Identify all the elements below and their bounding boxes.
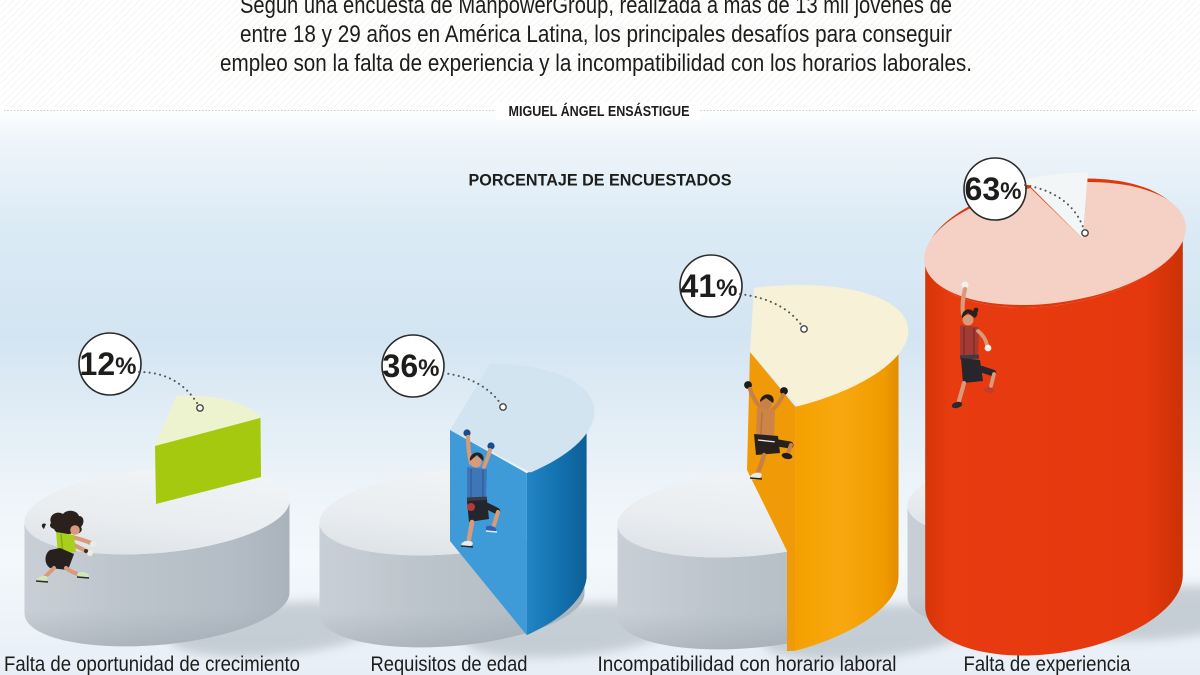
svg-text:Incompatibilidad con horario l: Incompatibilidad con horario laboral [598,653,897,675]
svg-text:Requisitos de edad: Requisitos de edad [371,653,528,675]
svg-text:Falta de experiencia: Falta de experiencia [964,653,1131,675]
svg-text:PORCENTAJE DE ENCUESTADOS: PORCENTAJE DE ENCUESTADOS [469,172,732,190]
svg-text:MIGUEL ÁNGEL ENSÁSTIGUE: MIGUEL ÁNGEL ENSÁSTIGUE [509,103,690,120]
svg-text:Falta de oportunidad de crecim: Falta de oportunidad de crecimiento [4,653,300,675]
svg-text:Según una encuesta de Manpower: Según una encuesta de ManpowerGroup, rea… [240,0,952,19]
svg-text:36%: 36% [383,348,440,384]
svg-text:entre 18 y 29 años en América: entre 18 y 29 años en América Latina, lo… [240,21,952,48]
svg-text:empleo son la falta de experie: empleo son la falta de experiencia y la … [220,50,972,77]
